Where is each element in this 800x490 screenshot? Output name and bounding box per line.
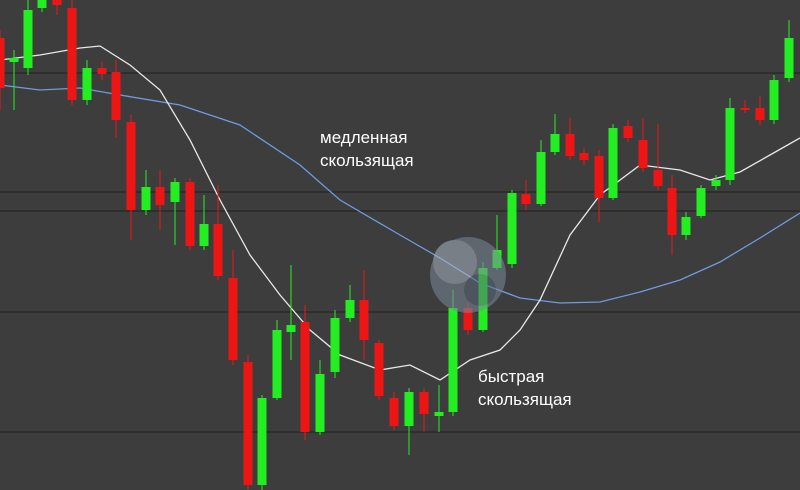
candle-body bbox=[141, 187, 151, 210]
candle-body bbox=[126, 122, 136, 210]
candle-body bbox=[463, 308, 473, 330]
candle-body bbox=[345, 300, 355, 318]
candle-body bbox=[111, 72, 121, 120]
logo bbox=[430, 237, 506, 313]
candle-body bbox=[448, 308, 458, 412]
candle-body bbox=[243, 362, 253, 485]
candle-body bbox=[0, 38, 5, 88]
candle-body bbox=[696, 188, 706, 216]
candle-body bbox=[257, 398, 267, 485]
candle-body bbox=[286, 325, 296, 332]
candle-body bbox=[769, 80, 779, 120]
candle-body bbox=[579, 153, 589, 160]
candle-body bbox=[272, 330, 282, 398]
candle-body bbox=[185, 182, 195, 246]
candle-body bbox=[740, 108, 750, 110]
logo-shade bbox=[464, 274, 496, 306]
candle-body bbox=[37, 0, 47, 8]
candle-body bbox=[536, 152, 546, 204]
candle-body bbox=[9, 58, 19, 62]
candle-body bbox=[300, 322, 310, 432]
annotation-line: быстрая bbox=[478, 367, 544, 386]
candle-body bbox=[82, 68, 92, 100]
candle-body bbox=[507, 193, 517, 264]
candle-body bbox=[594, 156, 604, 198]
candle-body bbox=[52, 0, 62, 5]
candle-body bbox=[374, 343, 384, 396]
candle-body bbox=[653, 170, 663, 186]
candle-body bbox=[199, 224, 209, 246]
candle-body bbox=[419, 392, 429, 414]
candle-body bbox=[608, 128, 618, 198]
candle-body bbox=[725, 108, 735, 180]
candle-body bbox=[550, 134, 560, 152]
candle-body bbox=[67, 8, 77, 100]
candle-body bbox=[681, 217, 691, 235]
candle-body bbox=[667, 188, 677, 235]
candle-body bbox=[359, 300, 369, 340]
candle-body bbox=[565, 134, 575, 156]
candle-body bbox=[434, 412, 444, 416]
annotation-line: скользящая bbox=[478, 390, 572, 409]
candle-body bbox=[213, 224, 223, 276]
candle-body bbox=[711, 180, 721, 186]
candle-body bbox=[330, 318, 340, 372]
candle-body bbox=[315, 374, 325, 432]
annotation-line: медленная bbox=[320, 128, 408, 147]
logo-highlight bbox=[433, 240, 477, 284]
candle-body bbox=[755, 108, 765, 120]
candle-body bbox=[404, 392, 414, 426]
candle-body bbox=[155, 187, 165, 205]
candle-body bbox=[638, 140, 648, 168]
candle-body bbox=[784, 38, 794, 78]
candle-body bbox=[170, 182, 180, 202]
candle-body bbox=[623, 126, 633, 138]
candle-body bbox=[23, 10, 33, 68]
candle-body bbox=[389, 398, 399, 426]
candle-body bbox=[228, 278, 238, 360]
annotation-line: скользящая bbox=[320, 151, 414, 170]
candle-body bbox=[97, 68, 107, 74]
moving-average-line bbox=[0, 45, 800, 381]
candle-body bbox=[521, 194, 531, 204]
